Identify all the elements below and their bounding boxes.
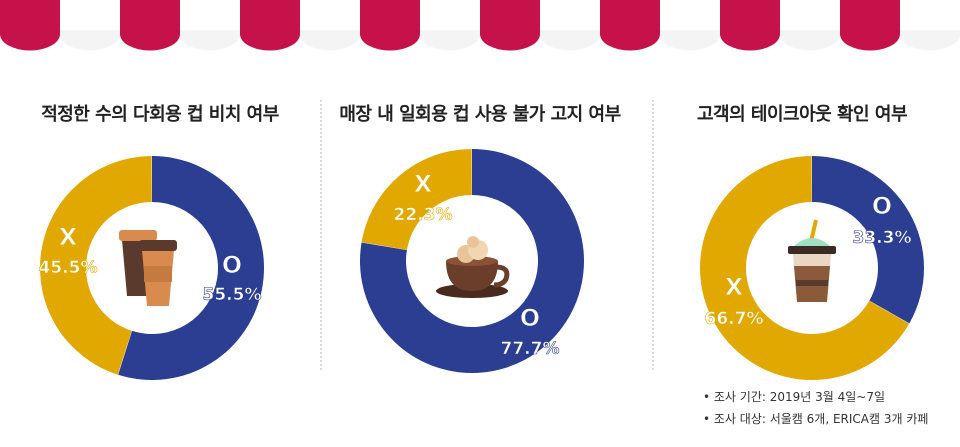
- awning-scallop: [720, 0, 780, 51]
- chart-title-1: 적정한 수의 다회용 컵 비치 여부: [41, 104, 279, 125]
- awning-scallop: [60, 0, 120, 51]
- slice-name-x: X: [59, 223, 78, 251]
- slice-name-o: O: [520, 304, 540, 332]
- donut-chart-2: O 77.7% X 22.3%: [360, 149, 584, 373]
- awning-scallop: [240, 0, 300, 51]
- slice-value-o: 55.5%: [203, 285, 262, 305]
- slice-value-x: 66.7%: [705, 309, 764, 329]
- awning-scallop: [600, 0, 660, 51]
- slice-name-o: O: [872, 192, 892, 220]
- chart-title-2: 매장 내 일회용 컵 사용 불가 고지 여부: [339, 104, 621, 125]
- slice-value-x: 45.5%: [39, 258, 98, 278]
- chart-panel-3: 고객의 테이크아웃 확인 여부 O 33.3% X 66.7%: [652, 0, 960, 447]
- slice-name-o: O: [222, 251, 242, 279]
- iced-drink-icon: [788, 219, 836, 302]
- awning-scallop: [540, 0, 600, 51]
- awning-scallop: [660, 0, 720, 51]
- slice-name-x: X: [725, 273, 744, 301]
- awning-scallop: [360, 0, 420, 51]
- awning-scallop: [780, 0, 840, 51]
- slice-o: [118, 156, 264, 380]
- awning-scallop: [180, 0, 240, 51]
- slice-o: [360, 149, 584, 373]
- slice-value-o: 77.7%: [501, 339, 560, 359]
- survey-notes: • 조사 기간: 2019년 3월 4일~7일 • 조사 대상: 서울캠 6개,…: [703, 386, 928, 430]
- survey-period-note: • 조사 기간: 2019년 3월 4일~7일: [703, 390, 886, 404]
- awning-scallop: [840, 0, 900, 51]
- slice-o: [812, 156, 924, 324]
- slice-x: [361, 149, 472, 250]
- chart-title-3: 고객의 테이크아웃 확인 여부: [696, 104, 908, 125]
- slice-value-x: 22.3%: [394, 205, 453, 225]
- panel-divider-1: [320, 100, 322, 370]
- slice-x: [39, 156, 152, 375]
- chart-panel-2: 매장 내 일회용 컵 사용 불가 고지 여부 O 77.7% X 22.3%: [320, 0, 640, 447]
- awning-scallop: [420, 0, 480, 51]
- chart-panel-1: 적정한 수의 다회용 컵 비치 여부 O 55.5% X 45.5%: [0, 0, 320, 447]
- panel-divider-2: [652, 100, 654, 370]
- slice-value-o: 33.3%: [853, 228, 912, 248]
- coffee-cup-icon: [436, 236, 510, 298]
- donut-chart-3: O 33.3% X 66.7%: [700, 156, 924, 380]
- survey-target-note: • 조사 대상: 서울캠 6개, ERICA캠 3개 카페: [703, 412, 929, 426]
- awning-scallop: [900, 0, 960, 51]
- slice-name-x: X: [414, 170, 433, 198]
- takeaway-cups-icon: [119, 230, 177, 306]
- awning-scallop: [480, 0, 540, 51]
- awning-decoration: [0, 0, 960, 51]
- slice-x: [700, 156, 910, 380]
- donut-chart-1: O 55.5% X 45.5%: [38, 156, 264, 380]
- awning-scallop: [120, 0, 180, 51]
- awning-scallop: [0, 0, 60, 51]
- awning-scallop: [300, 0, 360, 51]
